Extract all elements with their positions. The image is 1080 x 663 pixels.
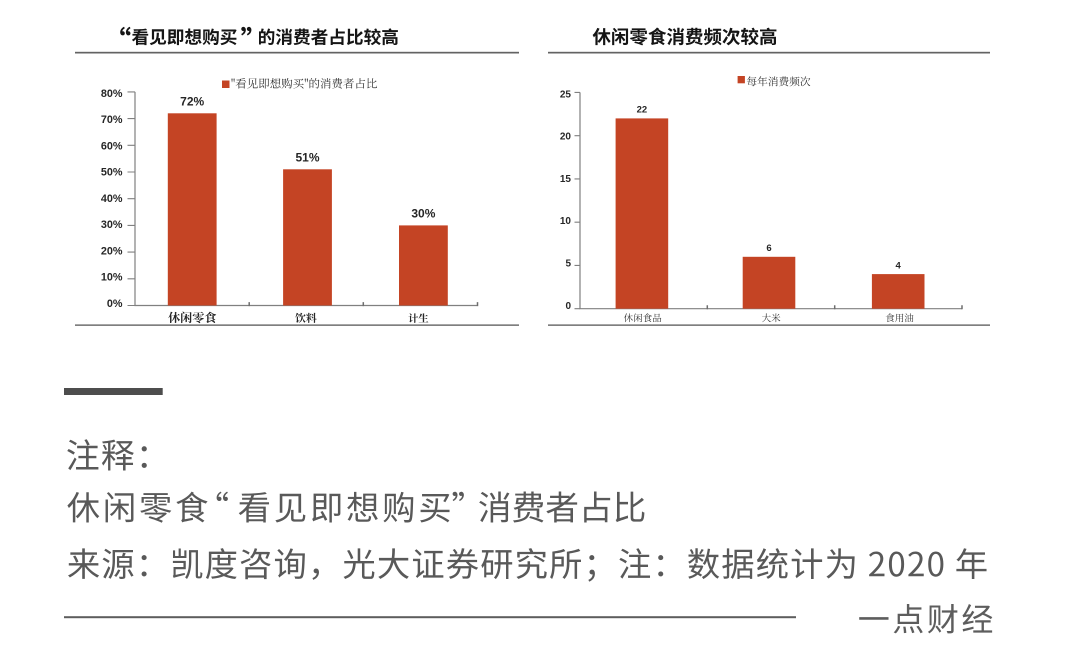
svg-text:40%: 40% (101, 193, 123, 205)
svg-text:6: 6 (766, 243, 771, 254)
svg-text:0%: 0% (107, 298, 123, 310)
svg-text:4: 4 (896, 260, 902, 271)
svg-text:50%: 50% (101, 167, 123, 179)
svg-text:30%: 30% (101, 219, 123, 231)
svg-text:20: 20 (560, 132, 572, 143)
svg-text:80%: 80% (101, 88, 123, 100)
svg-text:30%: 30% (411, 206, 435, 220)
svg-text:72%: 72% (180, 94, 204, 108)
svg-text:10%: 10% (101, 272, 123, 284)
svg-text:5: 5 (565, 259, 571, 270)
svg-text:70%: 70% (101, 114, 123, 126)
svg-text:25: 25 (560, 89, 572, 100)
svg-text:20%: 20% (101, 245, 123, 257)
svg-text:60%: 60% (101, 141, 123, 153)
svg-text:0: 0 (565, 301, 571, 312)
svg-text:51%: 51% (295, 150, 319, 164)
svg-text:22: 22 (637, 105, 648, 116)
svg-text:15: 15 (560, 174, 572, 185)
svg-text:10: 10 (560, 216, 572, 227)
